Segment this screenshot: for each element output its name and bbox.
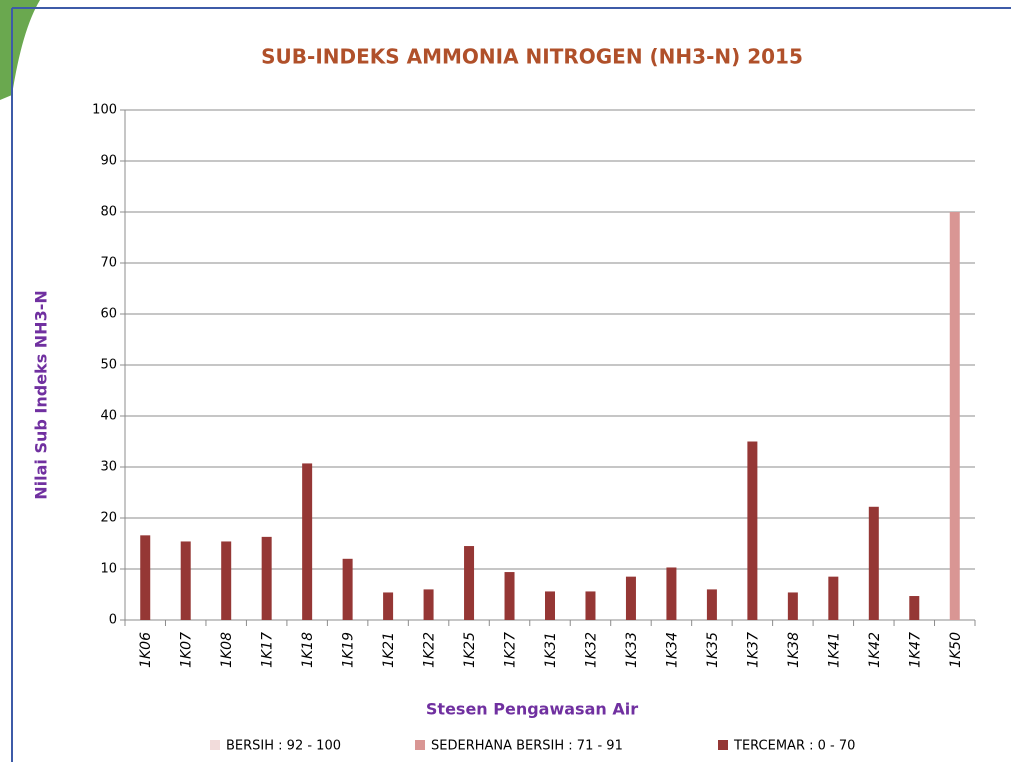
bar (625, 576, 636, 620)
x-axis-label: Stesen Pengawasan Air (426, 700, 638, 719)
y-tick-label: 90 (100, 154, 117, 169)
y-tick-label: 70 (100, 256, 117, 271)
x-tick-label: 1K31 (543, 632, 559, 668)
bar (949, 212, 960, 620)
x-tick-label: 1K19 (341, 632, 357, 668)
bar (868, 506, 879, 620)
bar (909, 596, 920, 620)
bar (545, 591, 555, 620)
legend-swatch (718, 740, 728, 750)
y-axis-label: Nilai Sub Indeks NH3-N (32, 290, 51, 499)
x-tick-label: 1K06 (138, 632, 154, 668)
y-tick-label: 50 (100, 358, 117, 373)
bar (747, 441, 758, 620)
legend-swatch (415, 740, 425, 750)
x-tick-label: 1K42 (867, 632, 883, 668)
x-tick-label: 1K38 (786, 632, 802, 668)
bar (140, 535, 151, 620)
legend-swatch (210, 740, 220, 750)
bar (585, 591, 596, 620)
x-tick-label: 1K37 (745, 632, 761, 668)
bar (302, 463, 313, 620)
x-tick-label: 1K32 (583, 632, 599, 668)
legend-label: SEDERHANA BERSIH : 71 - 91 (431, 739, 623, 754)
legend-label: BERSIH : 92 - 100 (226, 739, 341, 754)
x-tick-label: 1K21 (381, 632, 397, 668)
x-tick-label: 1K50 (948, 632, 964, 668)
y-tick-label: 10 (100, 562, 117, 577)
y-tick-label: 40 (100, 409, 117, 424)
chart-title: SUB-INDEKS AMMONIA NITROGEN (NH3-N) 2015 (261, 45, 803, 69)
x-tick-label: 1K17 (260, 632, 276, 668)
x-tick-label: 1K08 (219, 632, 235, 668)
x-tick-label: 1K35 (705, 632, 721, 668)
y-tick-label: 30 (100, 460, 117, 475)
bar (221, 541, 232, 620)
x-tick-label: 1K34 (664, 632, 680, 668)
y-tick-label: 100 (92, 103, 117, 118)
x-tick-label: 1K47 (907, 632, 923, 668)
corner-decoration (0, 0, 40, 100)
bar (261, 536, 272, 620)
y-tick-label: 80 (100, 205, 117, 220)
y-tick-label: 0 (109, 613, 117, 628)
frame (11, 7, 1011, 762)
x-tick-label: 1K41 (826, 632, 842, 668)
x-tick-label: 1K27 (503, 632, 519, 668)
bar (180, 541, 191, 620)
y-tick-label: 60 (100, 307, 117, 322)
bar (504, 572, 515, 620)
bar (666, 567, 677, 620)
bar (787, 592, 798, 620)
bar (706, 589, 717, 620)
legend-label: TERCEMAR : 0 - 70 (733, 739, 855, 754)
bar (383, 592, 394, 620)
x-tick-label: 1K07 (179, 632, 195, 668)
bar (342, 558, 353, 620)
bar (464, 546, 475, 620)
x-tick-label: 1K33 (624, 632, 640, 668)
x-tick-label: 1K25 (462, 632, 478, 668)
x-tick-label: 1K18 (300, 632, 316, 668)
bar (423, 589, 434, 620)
bar (828, 576, 839, 620)
y-tick-label: 20 (100, 511, 117, 526)
x-tick-label: 1K22 (422, 632, 438, 668)
